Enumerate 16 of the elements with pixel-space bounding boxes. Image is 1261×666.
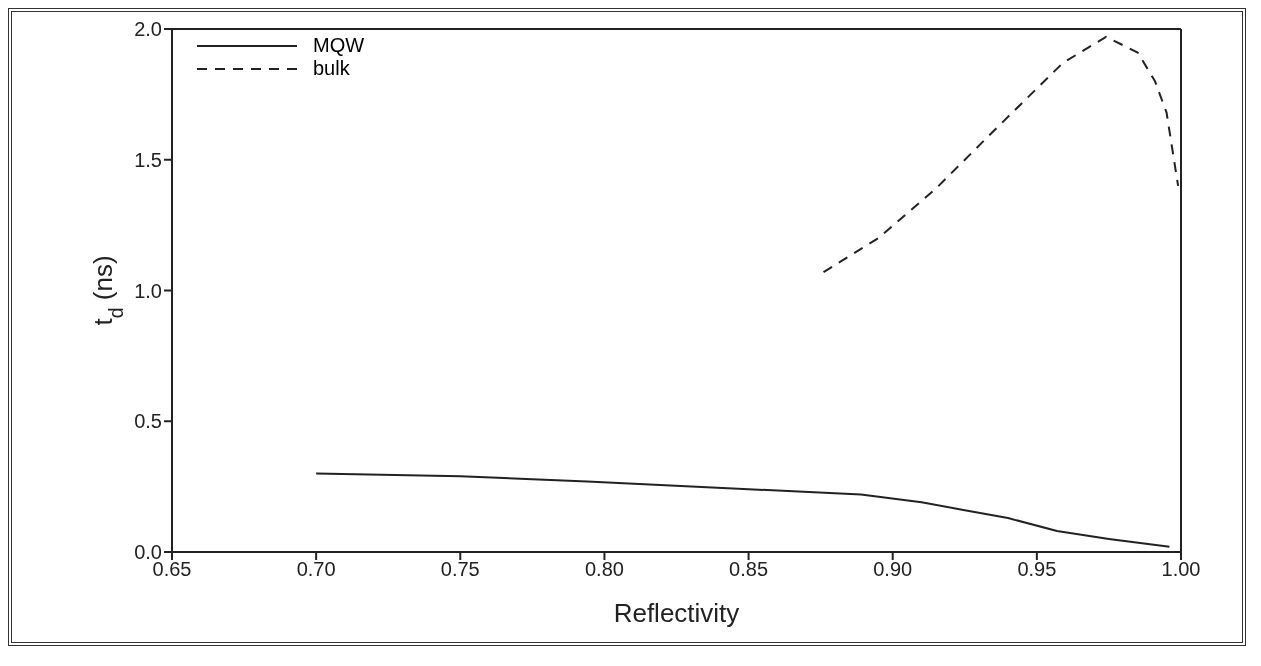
line-series bbox=[315, 472, 1171, 548]
legend-label: MQW bbox=[313, 34, 365, 57]
y-tick-label: 1.0 bbox=[134, 279, 162, 302]
x-tick-label: 0.90 bbox=[873, 558, 913, 581]
y-tick-label: 2.0 bbox=[134, 18, 162, 41]
legend-label: bulk bbox=[313, 57, 350, 80]
x-tick-label: 0.85 bbox=[729, 558, 769, 581]
x-tick-label: 0.75 bbox=[440, 558, 480, 581]
x-tick-label: 0.70 bbox=[296, 558, 336, 581]
x-tick-label: 0.65 bbox=[152, 558, 192, 581]
x-tick-label: 1.00 bbox=[1161, 558, 1201, 581]
y-tick-label: 0.5 bbox=[134, 410, 162, 433]
x-axis-title: Reflectivity bbox=[613, 598, 740, 628]
y-tick-label: 1.5 bbox=[134, 148, 162, 171]
x-tick-label: 0.95 bbox=[1017, 558, 1057, 581]
x-tick-label: 0.80 bbox=[584, 558, 624, 581]
